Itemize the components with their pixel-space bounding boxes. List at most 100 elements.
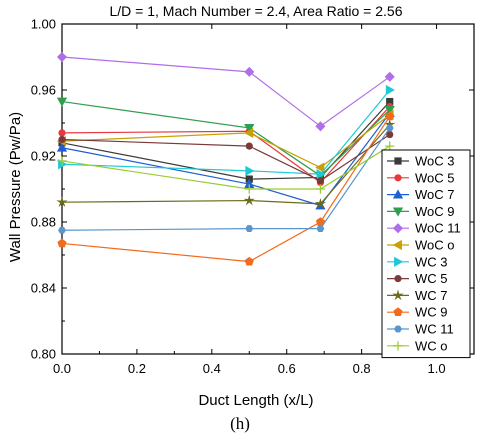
legend-entry: WoC 7 [387,187,455,202]
data-point [245,225,254,233]
series-wc-7 [56,118,396,209]
data-point [315,121,326,132]
legend-entry: WC 11 [387,322,454,337]
legend-label: WoC 5 [415,170,455,185]
series-line [61,127,391,231]
data-point [385,111,395,121]
series-line [61,124,391,205]
x-tick-label: 0.8 [353,361,371,376]
series-woc-11 [56,51,395,132]
legend-swatch-marker [392,289,404,301]
series-line [61,106,391,184]
series-line [61,100,391,177]
legend-swatch-marker [392,207,404,217]
legend-entry: WoC 5 [387,170,455,185]
data-point [315,162,325,173]
data-point [316,225,325,233]
data-point [386,97,394,106]
data-point [316,177,325,185]
y-tick-label: 0.88 [31,215,56,230]
x-axis-label: Duct Length (x/L) [198,392,313,409]
legend-entry: WoC 11 [387,221,461,236]
data-point [58,129,66,137]
legend-swatch-marker [394,256,404,267]
series-wc-9 [57,111,395,266]
data-point [245,165,255,176]
series-wc-11 [58,124,394,234]
chart: L/D = 1, Mach Number = 2.4, Area Ratio =… [7,3,475,409]
legend-label: WoC o [415,238,455,253]
data-point [384,105,395,116]
legend-swatch-marker [392,223,404,234]
y-axis-label: Wall Pressure (Pw/Pa) [7,112,24,262]
series-line [61,101,391,180]
legend-swatch-marker [394,275,402,283]
legend-label: WC 3 [415,254,448,269]
data-point [315,184,326,194]
axes: 0.0 0.2 0.4 0.6 0.8 1.0 0.80 0.84 0.88 0.92 0.96 1.… [31,17,475,376]
legend-swatch-marker [392,189,404,199]
data-point [385,84,395,96]
y-tick-label: 1.00 [31,17,56,32]
data-point [316,169,326,180]
data-point [56,196,68,208]
data-point [243,194,255,206]
data-point [56,142,68,152]
legend-swatch-marker [394,325,402,333]
legend-label: WoC 7 [415,187,455,202]
series-line [61,112,391,207]
legend-swatch-marker [394,174,402,182]
x-tick-label: 0.2 [128,361,146,376]
data-point [244,256,254,266]
series-line [61,89,391,175]
data-point [244,127,254,139]
legend-box [381,149,471,359]
legend-label: WC 7 [415,288,448,303]
legend-label: WC o [415,338,448,353]
data-point [57,156,67,166]
data-point [244,124,255,134]
legend-entry: WoC 3 [387,154,455,169]
series-woc-5 [58,102,394,186]
legend-label: WoC 11 [415,221,461,236]
legend-entry: WC 3 [387,254,448,269]
x-tick-label: 1.0 [428,361,446,376]
y-tick-label: 0.80 [31,347,56,362]
legend-label: WC 5 [415,271,448,286]
legend-label: WoC 9 [415,204,455,219]
data-point [245,142,253,150]
y-tick-label: 0.84 [31,281,56,296]
legend-entry: WoC o [387,238,455,253]
series-line [61,56,391,128]
series-line [61,134,391,182]
legend-swatch-marker [393,341,403,351]
data-point [386,130,394,139]
legend-label: WoC 3 [415,154,455,169]
chart-title: L/D = 1, Mach Number = 2.4, Area Ratio =… [110,3,403,19]
y-tick-label: 0.96 [31,83,56,98]
y-tick-label: 0.92 [31,149,56,164]
data-point [58,226,66,234]
legend-entry: WC 5 [387,271,448,286]
data-point [57,238,67,248]
series-wc-o [57,141,395,194]
x-tick-label: 0.6 [278,361,296,376]
legend-swatch-marker [392,239,402,251]
data-point [56,51,68,63]
legend-entry: WC 9 [387,305,448,320]
figure-caption: (h) [230,414,250,433]
data-point [384,71,395,82]
series-wc-5 [58,130,394,185]
data-point [56,97,68,107]
legend-swatch-marker [394,157,402,165]
legend-swatch-marker [393,307,403,317]
data-point [385,124,394,132]
series-layer [56,51,396,266]
series-line [61,114,391,169]
legend-label: WC 9 [415,305,448,320]
x-tick-label: 0.4 [203,361,221,376]
legend-entry: WC 7 [387,288,448,303]
legend-entry: WoC 9 [387,204,455,219]
data-point [385,141,395,151]
